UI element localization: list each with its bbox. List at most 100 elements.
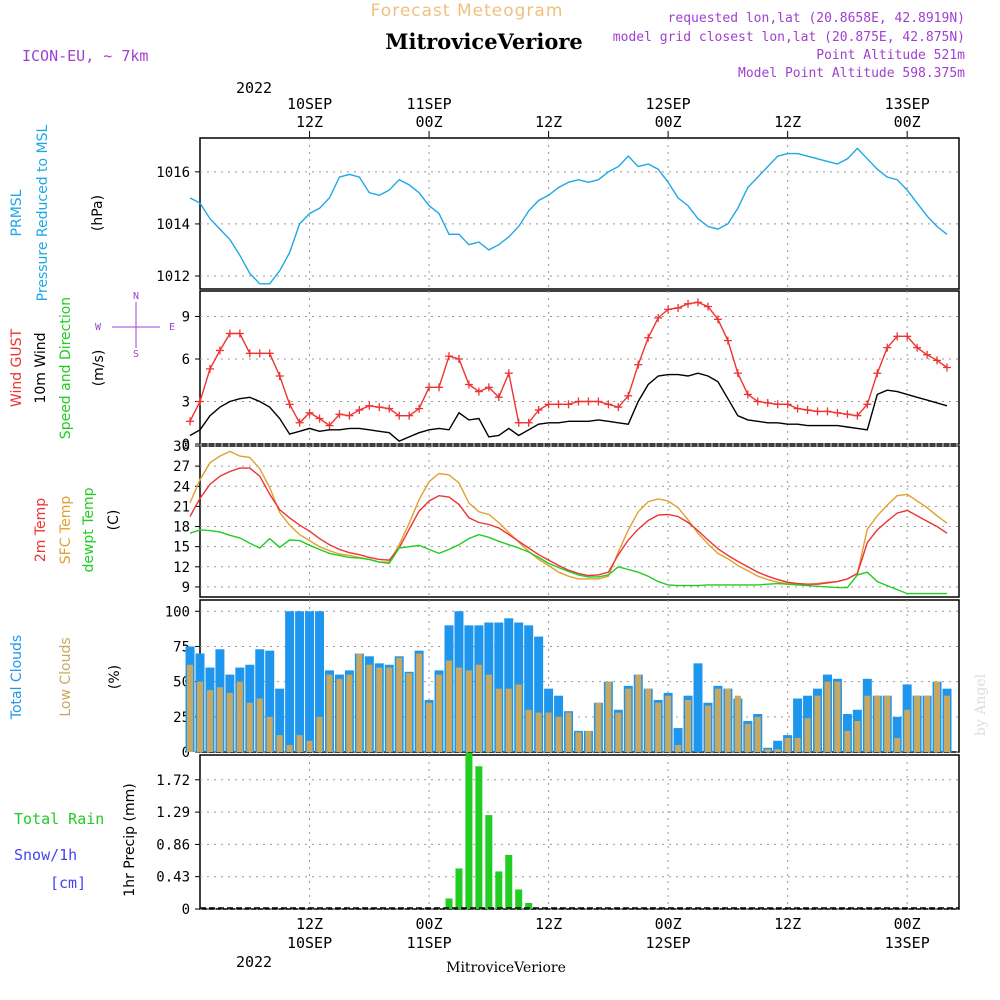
low-cloud-bar: [356, 653, 363, 752]
low-cloud-bar: [764, 749, 771, 752]
low-cloud-bar: [535, 712, 542, 752]
compass-n: N: [133, 291, 139, 302]
closest-coords: model grid closest lon,lat (20.875E, 42.…: [613, 30, 965, 45]
total-cloud-bar: [673, 728, 683, 752]
low-cloud-bar: [426, 702, 433, 752]
low-cloud-bar: [804, 718, 811, 752]
low-cloud-bar: [615, 712, 622, 752]
ytick-label: 0.86: [156, 837, 190, 853]
low-cloud-bar: [465, 670, 472, 752]
rain-bar: [485, 815, 493, 909]
temperature-panel: 9 12 15 18 21 24 27 30: [173, 439, 960, 598]
top-year: 2022: [236, 79, 272, 97]
low-cloud-bar: [216, 687, 223, 752]
wind-panel: 0 3 6 9: [182, 290, 960, 453]
ylabel-prmsl: PRMSL: [9, 189, 25, 236]
low-cloud-bar: [884, 695, 891, 752]
low-cloud-bar: [446, 660, 452, 752]
ytick-label: 0: [182, 437, 190, 453]
low-cloud-bar: [834, 681, 841, 752]
label-snow: Snow/1h: [14, 846, 77, 864]
compass-s: S: [133, 349, 139, 360]
low-cloud-bar: [675, 744, 682, 752]
precip-panel: 0 0.43 0.86 1.29 1.72: [156, 752, 960, 918]
low-cloud-bar: [585, 730, 592, 752]
bottom-date-label: 12SEP: [646, 934, 691, 952]
low-cloud-bar: [306, 740, 313, 752]
requested-coords: requested lon,lat (20.8658E, 42.8919N): [668, 11, 965, 26]
low-cloud-bar: [565, 712, 572, 752]
rain-bar: [505, 854, 513, 909]
low-cloud-bar: [296, 735, 303, 752]
low-cloud-bar: [824, 681, 831, 752]
low-cloud-bar: [206, 690, 213, 752]
total-cloud-bar: [275, 688, 285, 752]
bottom-date-label: 10SEP: [287, 934, 332, 952]
ylabel-ms: (m/s): [91, 350, 107, 387]
low-cloud-bar: [714, 688, 721, 752]
low-cloud-bar: [286, 744, 293, 752]
bottom-hour-label: 12Z: [535, 915, 562, 933]
low-cloud-bar: [665, 695, 672, 752]
ytick-label: 1014: [156, 217, 190, 233]
compass-rose: N S W E: [95, 291, 175, 360]
low-cloud-bar: [346, 674, 353, 752]
low-cloud-bar: [236, 681, 243, 752]
ytick-label: 9: [182, 580, 190, 596]
y-axis-labels: PRMSL Pressure Reduced to MSL (hPa) Wind…: [9, 124, 138, 896]
total-cloud-bar: [265, 650, 275, 752]
bottom-hour-label: 00Z: [655, 915, 682, 933]
top-date-label: 11SEP: [407, 95, 452, 113]
low-cloud-bar: [794, 737, 801, 752]
label-total-rain: Total Rain: [14, 810, 104, 828]
top-hour-label: 00Z: [894, 113, 921, 131]
footer-station: MitroviceVeriore: [446, 960, 566, 976]
low-cloud-bar: [276, 735, 283, 752]
ytick-label: 18: [173, 520, 190, 536]
ytick-label: 27: [173, 459, 190, 475]
compass-w: W: [95, 322, 102, 333]
station-title: MitroviceVeriore: [385, 29, 583, 54]
rain-bar: [515, 889, 523, 909]
model-point-altitude: Model Point Altitude 598.375m: [738, 66, 965, 81]
low-cloud-bar: [495, 688, 502, 752]
total-cloud-bar: [524, 625, 534, 752]
low-cloud-bar: [406, 673, 413, 752]
rain-bar: [445, 898, 453, 909]
rain-bar: [525, 902, 533, 909]
low-cloud-bar: [515, 684, 522, 752]
ytick-label: 0: [182, 745, 190, 761]
low-cloud-bar: [914, 695, 921, 752]
bottom-date-label: 11SEP: [407, 934, 452, 952]
panel-frame: [199, 137, 960, 290]
ylabel-prmsl-desc: Pressure Reduced to MSL: [35, 124, 51, 301]
point-altitude: Point Altitude 521m: [816, 48, 965, 63]
ylabel-precip: 1hr Precip (mm): [122, 783, 138, 896]
low-cloud-bar: [645, 688, 652, 752]
low-cloud-bar: [455, 667, 462, 752]
series-line: [189, 450, 948, 585]
low-cloud-bar: [625, 688, 632, 752]
ytick-label: 3: [182, 395, 190, 411]
rain-bar: [455, 868, 463, 909]
ylabel-gust: Wind GUST: [9, 328, 25, 407]
low-cloud-bar: [924, 695, 931, 752]
low-cloud-bar: [754, 716, 761, 752]
total-cloud-bar: [793, 698, 803, 752]
watermark: by Angel: [973, 673, 989, 736]
top-title: Forecast Meteogram: [371, 1, 564, 21]
series-line: [189, 372, 948, 443]
low-cloud-bar: [326, 674, 333, 752]
series-line: [189, 467, 948, 585]
series-line: [189, 147, 948, 285]
pressure-panel: 1012 1014 1016: [156, 137, 960, 290]
low-cloud-bar: [436, 674, 443, 752]
total-cloud-bar: [504, 618, 514, 752]
total-cloud-bar: [315, 611, 325, 752]
low-cloud-bar: [744, 723, 751, 752]
low-cloud-bar: [784, 737, 791, 752]
ylabel-sfc-temp: SFC Temp: [58, 496, 74, 565]
rain-bar: [475, 766, 483, 909]
ytick-label: 1016: [156, 165, 190, 181]
